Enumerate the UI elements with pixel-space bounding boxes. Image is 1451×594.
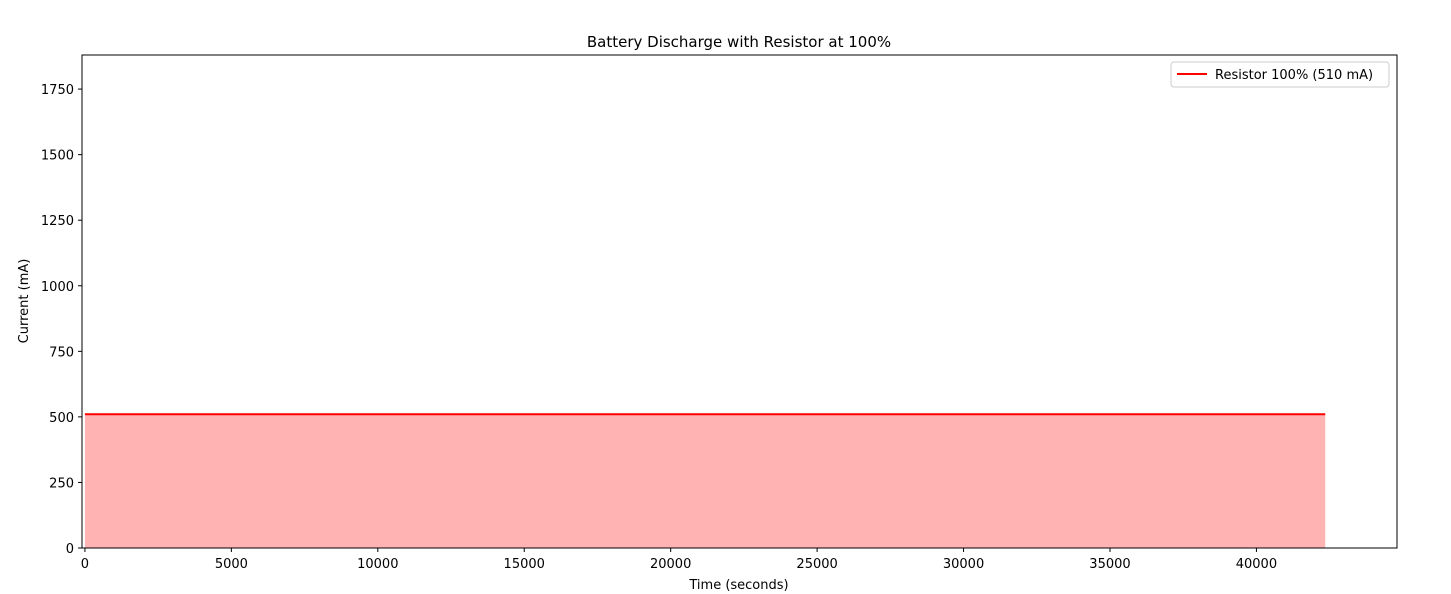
series-area-0	[84, 414, 1326, 548]
y-tick-label: 1250	[41, 214, 74, 229]
x-tick-label: 0	[81, 557, 89, 572]
y-tick-label: 1000	[41, 280, 74, 295]
chart-title: Battery Discharge with Resistor at 100%	[587, 33, 891, 51]
x-tick-label: 10000	[357, 557, 398, 572]
x-tick-label: 5000	[215, 557, 248, 572]
y-tick-label: 500	[49, 411, 74, 426]
legend-box	[1170, 61, 1390, 88]
y-axis: 0 250 500 750 1000 1250 1500 1750	[41, 83, 82, 557]
x-tick-label: 20000	[650, 557, 691, 572]
y-tick-label: 1500	[41, 149, 74, 164]
plot-frame	[81, 54, 1398, 549]
x-tick-label: 15000	[504, 557, 545, 572]
y-tick-label: 0	[66, 542, 74, 557]
x-axis-label: Time (seconds)	[688, 578, 788, 593]
y-axis-label: Current (mA)	[17, 259, 32, 344]
x-tick-label: 30000	[943, 557, 984, 572]
y-tick-label: 250	[49, 476, 74, 491]
y-tick-label: 750	[49, 345, 74, 360]
legend: Resistor 100% (510 mA)	[1170, 61, 1390, 88]
x-tick-label: 40000	[1236, 557, 1277, 572]
x-tick-label: 25000	[796, 557, 837, 572]
x-axis: 0 5000 10000 15000 20000 25000 30000 35000 40000	[81, 548, 1277, 572]
plot-area	[84, 413, 1326, 548]
x-tick-label: 35000	[1089, 557, 1130, 572]
legend-label: Resistor 100% (510 mA)	[1215, 68, 1373, 83]
y-tick-label: 1750	[41, 83, 74, 98]
